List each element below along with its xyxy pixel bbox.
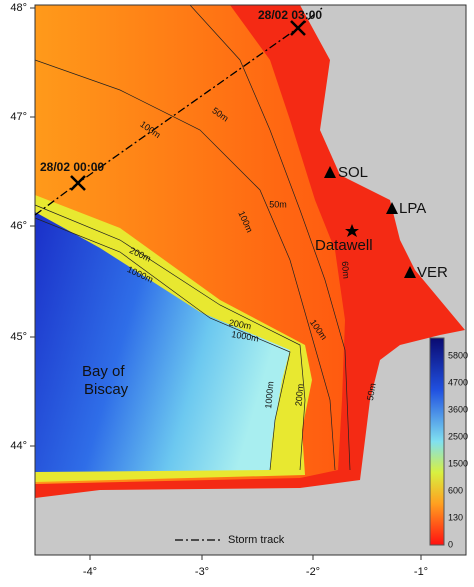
- region-label: Biscay: [84, 381, 129, 398]
- y-tick-label: 46°: [10, 220, 27, 232]
- contour-line: [189, 4, 351, 471]
- contour-label: 200m: [293, 383, 305, 406]
- track-label: 28/02 03:00: [258, 8, 322, 22]
- colorbar-label: 1500: [448, 458, 468, 468]
- x-tick-label: -1°: [414, 566, 428, 578]
- contour-label: 1000m: [231, 329, 260, 344]
- contour-line: [34, 217, 291, 471]
- y-tick-label: 45°: [10, 331, 27, 343]
- datawell-marker: [345, 224, 359, 237]
- region-label: Bay of: [82, 363, 125, 380]
- legend-label: Storm track: [228, 534, 285, 546]
- station-label: VER: [417, 264, 448, 281]
- contour-line: [34, 59, 336, 471]
- track-marker: [70, 20, 306, 191]
- x-tick-label: -4°: [83, 566, 97, 578]
- colorbar-label: 0: [448, 539, 453, 549]
- y-tick-label: 47°: [10, 111, 27, 123]
- contour-label: 200m: [228, 318, 252, 332]
- sea-deep: [35, 212, 290, 472]
- map-area: [34, 4, 466, 555]
- station-label: SOL: [338, 164, 368, 181]
- contour-label: 1000m: [263, 381, 275, 409]
- contour-label: 50m: [269, 199, 287, 209]
- storm-track: [34, 7, 323, 541]
- colorbar: [429, 337, 445, 546]
- colorbar-label: 130: [448, 512, 463, 522]
- x-tick-label: -2°: [306, 566, 320, 578]
- frame: [34, 4, 467, 556]
- colorbar-label: 600: [448, 485, 463, 495]
- station-label: Datawell: [315, 237, 373, 254]
- x-tick-label: -3°: [195, 566, 209, 578]
- station-label: LPA: [399, 200, 426, 217]
- colorbar-label: 2500: [448, 431, 468, 441]
- contour-line: [34, 204, 306, 471]
- y-tick-label: 44°: [10, 440, 27, 452]
- y-tick-label: 48°: [10, 2, 27, 14]
- contour-label: 50m: [365, 382, 378, 401]
- colorbar-label: 3600: [448, 404, 468, 414]
- track-label: 28/02 00:00: [40, 160, 104, 174]
- station-marker: [324, 166, 416, 278]
- track-line: [34, 7, 323, 216]
- colorbar-label: 5800: [448, 350, 468, 360]
- colorbar-label: 4700: [448, 377, 468, 387]
- contour-label: 60m: [340, 261, 351, 279]
